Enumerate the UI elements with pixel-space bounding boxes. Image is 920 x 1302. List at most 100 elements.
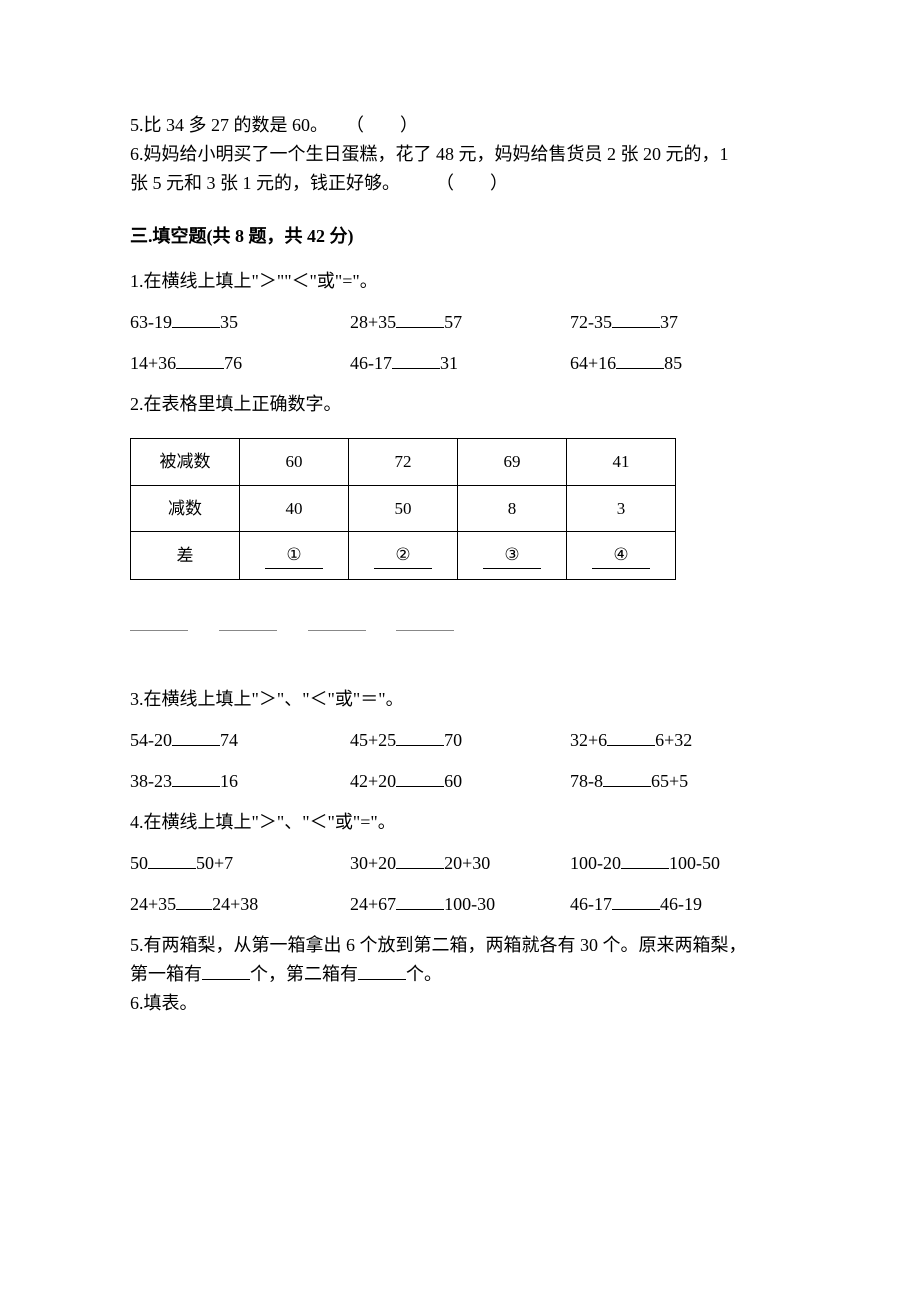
blank: [603, 768, 651, 787]
expr: 42+20: [350, 771, 396, 791]
answer-slot: ②: [374, 542, 432, 569]
expr: 50: [130, 853, 148, 873]
text: 个。: [406, 964, 442, 984]
val: 37: [660, 312, 678, 332]
text: 个，第二箱有: [250, 964, 358, 984]
q4-r1c1: 50 50+7: [130, 850, 350, 877]
answer-lines: [130, 620, 790, 637]
q5-line2: 第一箱有 个，第二箱有 个。: [130, 961, 790, 988]
q2-prompt: 2.在表格里填上正确数字。: [130, 391, 790, 418]
expr: 14+36: [130, 353, 176, 373]
val: 24+38: [212, 894, 258, 914]
q4-r2c1: 24+35 24+38: [130, 891, 350, 918]
blank: [172, 727, 220, 746]
expr: 30+20: [350, 853, 396, 873]
cell: 50: [349, 485, 458, 532]
q4-r1c3: 100-20 100-50: [570, 850, 790, 877]
judge-q5: 5.比 34 多 27 的数是 60。 （ ）: [130, 112, 790, 139]
blank: [621, 850, 669, 869]
q3-r2c3: 78-8 65+5: [570, 768, 790, 795]
cell: 40: [240, 485, 349, 532]
val: 100-50: [669, 853, 720, 873]
q3-r1c2: 45+25 70: [350, 727, 570, 754]
expr: 64+16: [570, 353, 616, 373]
cell: 69: [458, 439, 567, 486]
blank: [176, 350, 224, 369]
blank: [396, 768, 444, 787]
q4-row1: 50 50+7 30+2020+30 100-20 100-50: [130, 850, 790, 877]
q2-table: 被减数 60 72 69 41 减数 40 50 8 3 差 ① ② ③ ④: [130, 438, 676, 580]
val: 76: [224, 353, 242, 373]
q4-r2c2: 24+67 100-30: [350, 891, 570, 918]
blank: [612, 891, 660, 910]
q1-prompt: 1.在横线上填上"＞""＜"或"="。: [130, 268, 790, 295]
expr: 54-20: [130, 730, 172, 750]
q3-r2c1: 38-23 16: [130, 768, 350, 795]
expr: 46-17: [350, 353, 392, 373]
judge-q6-line1: 6.妈妈给小明买了一个生日蛋糕，花了 48 元，妈妈给售货员 2 张 20 元的…: [130, 141, 790, 168]
blank: [219, 621, 277, 631]
blank: [392, 350, 440, 369]
section3-title: 三.填空题(共 8 题，共 42 分): [130, 223, 790, 250]
blank: [607, 727, 655, 746]
expr: 63-19: [130, 312, 172, 332]
cell: ③: [458, 532, 567, 580]
val: 46-19: [660, 894, 702, 914]
val: 65+5: [651, 771, 688, 791]
expr: 45+25: [350, 730, 396, 750]
q1-r1c3: 72-35 37: [570, 309, 790, 336]
val: 6+32: [655, 730, 692, 750]
q4-prompt: 4.在横线上填上"＞"、"＜"或"="。: [130, 809, 790, 836]
answer-slot: ①: [265, 542, 323, 569]
blank: [202, 961, 250, 980]
expr: 24+67: [350, 894, 396, 914]
val: 85: [664, 353, 682, 373]
cell: 8: [458, 485, 567, 532]
q1-row2: 14+36 76 46-17 31 64+16 85: [130, 350, 790, 377]
q1-r2c2: 46-17 31: [350, 350, 570, 377]
val: 60: [444, 771, 462, 791]
val: 70: [444, 730, 462, 750]
q4-row2: 24+3524+38 24+67100-30 46-1746-19: [130, 891, 790, 918]
blank: [176, 891, 212, 910]
expr: 100-20: [570, 853, 621, 873]
cell: 60: [240, 439, 349, 486]
q1-row1: 63-1935 28+3557 72-35 37: [130, 309, 790, 336]
answer-slot: ④: [592, 542, 650, 569]
page: 5.比 34 多 27 的数是 60。 （ ） 6.妈妈给小明买了一个生日蛋糕，…: [0, 0, 920, 1302]
blank: [172, 309, 220, 328]
q5-line1: 5.有两箱梨，从第一箱拿出 6 个放到第二箱，两箱就各有 30 个。原来两箱梨，: [130, 932, 790, 959]
blank: [396, 727, 444, 746]
expr: 72-35: [570, 312, 612, 332]
q4-r1c2: 30+2020+30: [350, 850, 570, 877]
blank: [396, 309, 444, 328]
blank: [616, 350, 664, 369]
val: 74: [220, 730, 238, 750]
cell: 72: [349, 439, 458, 486]
q1-r2c3: 64+16 85: [570, 350, 790, 377]
answer-slot: ③: [483, 542, 541, 569]
expr: 32+6: [570, 730, 607, 750]
judge-q6-line2: 张 5 元和 3 张 1 元的，钱正好够。 （ ）: [130, 170, 790, 197]
blank: [396, 621, 454, 631]
val: 50+7: [196, 853, 233, 873]
cell: ②: [349, 532, 458, 580]
blank: [358, 961, 406, 980]
q1-r2c1: 14+36 76: [130, 350, 350, 377]
text: 第一箱有: [130, 964, 202, 984]
val: 100-30: [444, 894, 495, 914]
cell: 41: [567, 439, 676, 486]
q1-r1c1: 63-1935: [130, 309, 350, 336]
val: 16: [220, 771, 238, 791]
blank: [172, 768, 220, 787]
cell: 3: [567, 485, 676, 532]
cell: ④: [567, 532, 676, 580]
expr: 28+35: [350, 312, 396, 332]
expr: 78-8: [570, 771, 603, 791]
col-header: 减数: [131, 485, 240, 532]
q3-r1c1: 54-20 74: [130, 727, 350, 754]
q1-r1c2: 28+3557: [350, 309, 570, 336]
expr: 38-23: [130, 771, 172, 791]
val: 31: [440, 353, 458, 373]
expr: 24+35: [130, 894, 176, 914]
